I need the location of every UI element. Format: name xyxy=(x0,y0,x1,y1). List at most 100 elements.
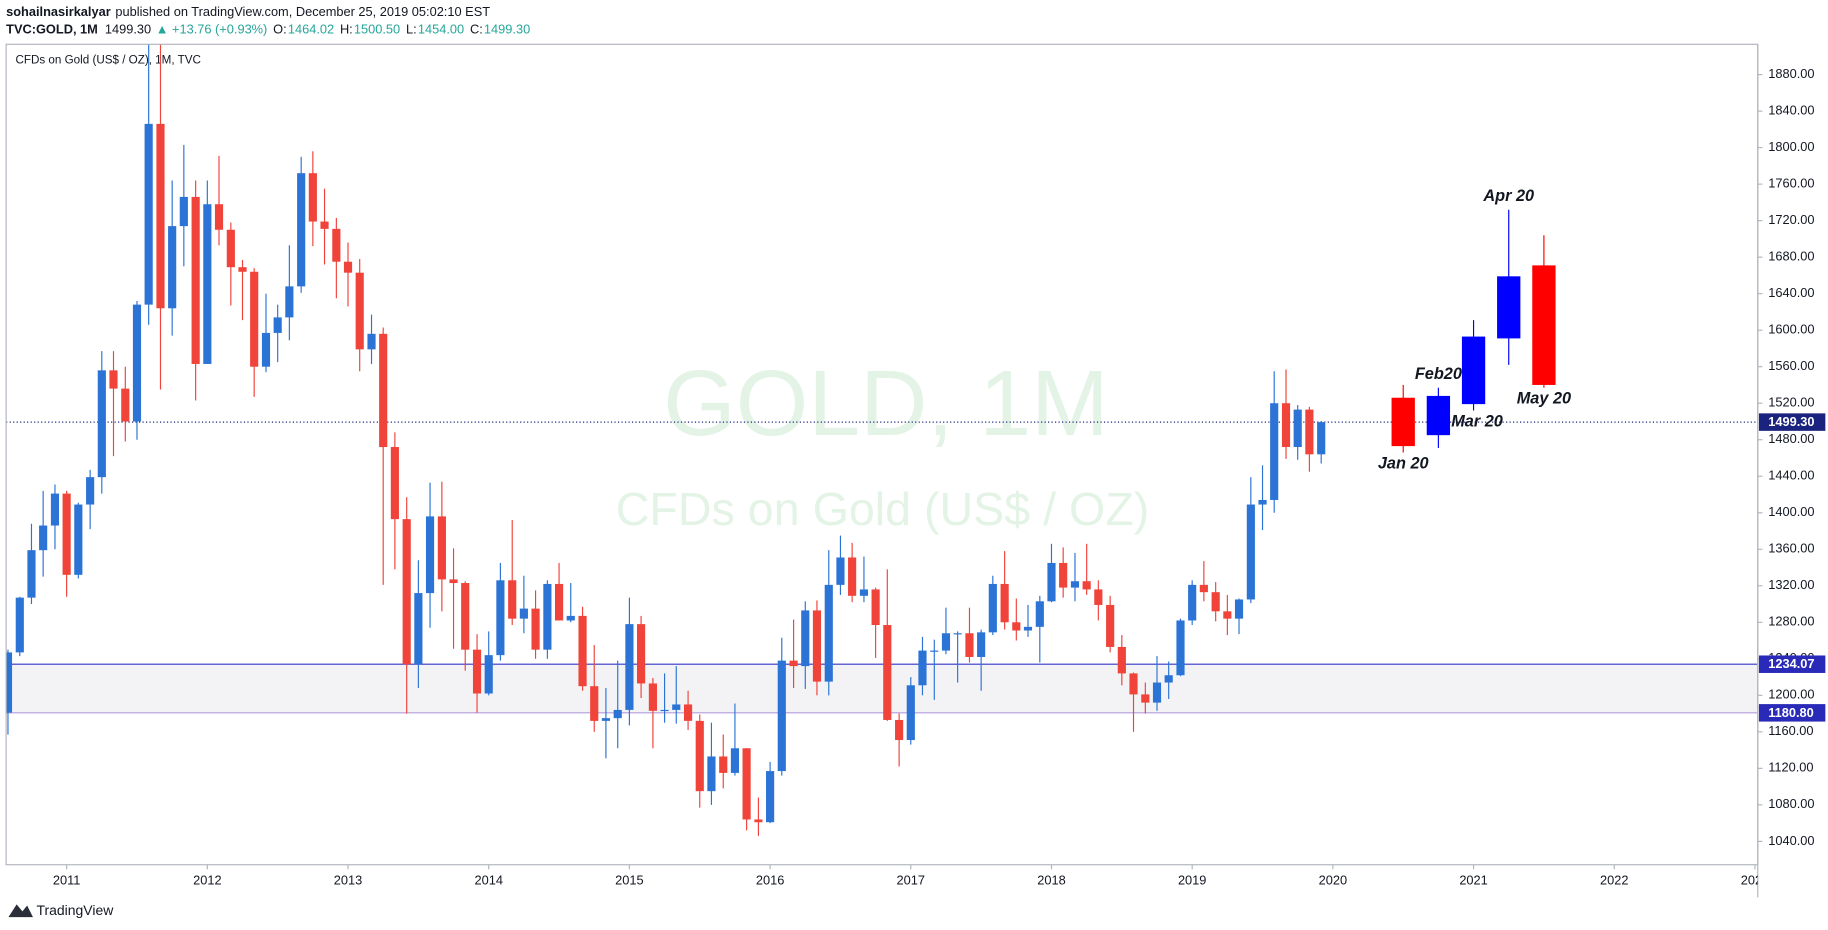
watermark-description: CFDs on Gold (US$ / OZ) xyxy=(616,483,1150,535)
candle-body xyxy=(1281,403,1291,448)
candle-body xyxy=(777,660,786,772)
candle-body xyxy=(895,719,904,741)
candle-body xyxy=(519,608,528,619)
candle-body xyxy=(1426,395,1451,436)
candle-body xyxy=(1199,584,1208,593)
candle-body xyxy=(379,333,388,448)
candle-body xyxy=(109,370,118,389)
candle-body xyxy=(930,650,939,652)
author: sohailnasirkalyar xyxy=(6,4,111,19)
candle-body xyxy=(953,633,962,635)
candle-body xyxy=(1152,682,1162,703)
candle-body xyxy=(625,624,634,710)
candle-body xyxy=(203,204,212,364)
candle-body xyxy=(496,580,505,656)
candle-body xyxy=(97,370,106,478)
y-tick-label: 1480.00 xyxy=(1768,431,1814,446)
symbol: TVC:GOLD, 1M xyxy=(6,22,98,37)
projection-label: Jan 20 xyxy=(1378,454,1429,472)
candle-body xyxy=(1070,581,1080,588)
candle-body xyxy=(508,580,517,619)
plot-area: GOLD, 1M CFDs on Gold (US$ / OZ) CFDs on… xyxy=(6,44,1758,836)
candle-body xyxy=(425,516,435,594)
candle-body xyxy=(250,271,259,367)
candle-body xyxy=(648,683,657,711)
candle-body xyxy=(1035,601,1044,627)
candle-body xyxy=(988,583,997,633)
candle-body xyxy=(672,704,681,710)
candle-body xyxy=(308,173,317,222)
candle-body xyxy=(238,267,247,272)
candle-body xyxy=(414,593,423,665)
candle-body xyxy=(1211,592,1220,612)
candle-body xyxy=(754,819,763,823)
x-tick-label: 2015 xyxy=(615,872,643,887)
x-tick-label: 2021 xyxy=(1459,872,1487,887)
projection-label: May 20 xyxy=(1517,390,1571,408)
price-label-box xyxy=(1758,413,1826,431)
candle-body xyxy=(543,583,552,650)
published: published on TradingView.com, December 2… xyxy=(115,4,490,19)
candle-body xyxy=(214,204,224,230)
ohlc-value: 1464.02 xyxy=(288,22,334,37)
y-tick-label: 1320.00 xyxy=(1768,577,1814,592)
projection-label: Mar 20 xyxy=(1451,412,1503,430)
candle-body xyxy=(1258,499,1267,505)
ohlc-key: L: xyxy=(406,22,417,37)
candle-body xyxy=(179,196,188,227)
candle-body xyxy=(1000,583,1009,623)
y-tick-label: 1640.00 xyxy=(1768,285,1814,300)
candle-body xyxy=(226,229,235,268)
candle-body xyxy=(132,304,142,422)
candle-body xyxy=(1012,622,1021,631)
candle-body xyxy=(1117,646,1126,674)
candle-body xyxy=(6,652,13,713)
change: ▲ +13.76 (+0.93%) xyxy=(156,22,268,37)
y-tick-label: 1360.00 xyxy=(1768,541,1814,556)
x-tick-label: 2018 xyxy=(1037,872,1065,887)
candle-body xyxy=(742,748,751,820)
candle-body xyxy=(578,615,587,687)
candle-body xyxy=(554,583,564,621)
price-label-box xyxy=(1758,704,1826,722)
candle-body xyxy=(637,624,646,684)
candle-body xyxy=(121,388,130,422)
candle-body xyxy=(1094,589,1103,605)
candle-body xyxy=(1305,409,1314,455)
candle-body xyxy=(566,615,575,621)
candle-body xyxy=(613,709,622,719)
candle-body xyxy=(601,718,610,721)
series-layer xyxy=(6,44,1758,836)
x-tick-label: 2014 xyxy=(474,872,502,887)
candle-body xyxy=(285,286,294,318)
candle-body xyxy=(707,756,716,792)
y-tick-label: 1520.00 xyxy=(1768,395,1814,410)
candle-body xyxy=(883,625,892,720)
candle-body xyxy=(871,589,880,626)
candle-body xyxy=(683,704,693,721)
candle-body xyxy=(39,525,48,551)
candle-body xyxy=(1164,675,1173,683)
ohlc-key: H: xyxy=(340,22,353,37)
axes: 1040.001080.001120.001160.001200.001240.… xyxy=(5,43,1826,898)
x-tick-label: 2013 xyxy=(334,872,362,887)
y-tick-label: 1720.00 xyxy=(1768,212,1814,227)
candle-body xyxy=(1129,673,1138,695)
watermark-symbol: GOLD, 1M xyxy=(663,351,1108,455)
candle-body xyxy=(1059,562,1068,588)
candle-body xyxy=(86,477,95,505)
candle-body xyxy=(390,447,399,520)
candle-body xyxy=(1270,403,1279,500)
candle-body xyxy=(1176,620,1185,676)
candle-body xyxy=(15,597,24,653)
candle-body xyxy=(168,226,177,309)
candle-body xyxy=(789,660,798,667)
projection-label: Feb20 xyxy=(1415,365,1462,383)
x-tick-label: 2019 xyxy=(1178,872,1206,887)
candle-body xyxy=(918,650,927,686)
y-tick-label: 1280.00 xyxy=(1768,614,1814,629)
candle-body xyxy=(1461,336,1486,405)
y-tick-label: 1760.00 xyxy=(1768,176,1814,191)
